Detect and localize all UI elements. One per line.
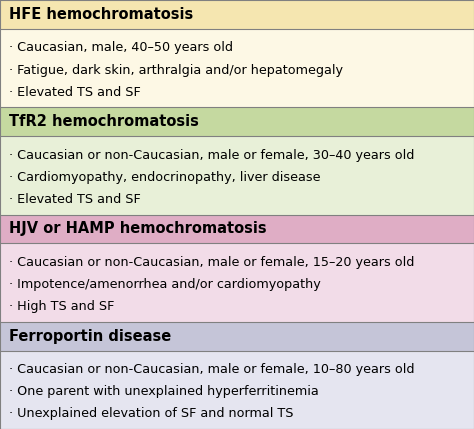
- Text: TfR2 hemochromatosis: TfR2 hemochromatosis: [9, 114, 199, 129]
- Bar: [0, 136, 474, 214]
- Text: · Caucasian, male, 40–50 years old: · Caucasian, male, 40–50 years old: [9, 41, 233, 54]
- Text: HFE hemochromatosis: HFE hemochromatosis: [9, 7, 193, 22]
- Bar: [0, 107, 474, 136]
- Text: · One parent with unexplained hyperferritinemia: · One parent with unexplained hyperferri…: [9, 385, 318, 398]
- Bar: [0, 322, 474, 351]
- Text: · Fatigue, dark skin, arthralgia and/or hepatomegaly: · Fatigue, dark skin, arthralgia and/or …: [9, 63, 343, 76]
- Text: · Caucasian or non-Caucasian, male or female, 10–80 years old: · Caucasian or non-Caucasian, male or fe…: [9, 363, 414, 376]
- Bar: [0, 351, 474, 429]
- Bar: [0, 214, 474, 244]
- Text: HJV or HAMP hemochromatosis: HJV or HAMP hemochromatosis: [9, 221, 266, 236]
- Text: · Cardiomyopathy, endocrinopathy, liver disease: · Cardiomyopathy, endocrinopathy, liver …: [9, 171, 320, 184]
- Text: · Caucasian or non-Caucasian, male or female, 30–40 years old: · Caucasian or non-Caucasian, male or fe…: [9, 148, 414, 162]
- Text: · High TS and SF: · High TS and SF: [9, 300, 114, 313]
- Bar: [0, 0, 474, 29]
- Text: · Caucasian or non-Caucasian, male or female, 15–20 years old: · Caucasian or non-Caucasian, male or fe…: [9, 256, 414, 269]
- Text: · Unexplained elevation of SF and normal TS: · Unexplained elevation of SF and normal…: [9, 408, 293, 420]
- Bar: [0, 29, 474, 107]
- Text: Ferroportin disease: Ferroportin disease: [9, 329, 171, 344]
- Text: · Elevated TS and SF: · Elevated TS and SF: [9, 193, 140, 206]
- Text: · Elevated TS and SF: · Elevated TS and SF: [9, 86, 140, 99]
- Text: · Impotence/amenorrhea and/or cardiomyopathy: · Impotence/amenorrhea and/or cardiomyop…: [9, 278, 320, 291]
- Bar: [0, 243, 474, 322]
